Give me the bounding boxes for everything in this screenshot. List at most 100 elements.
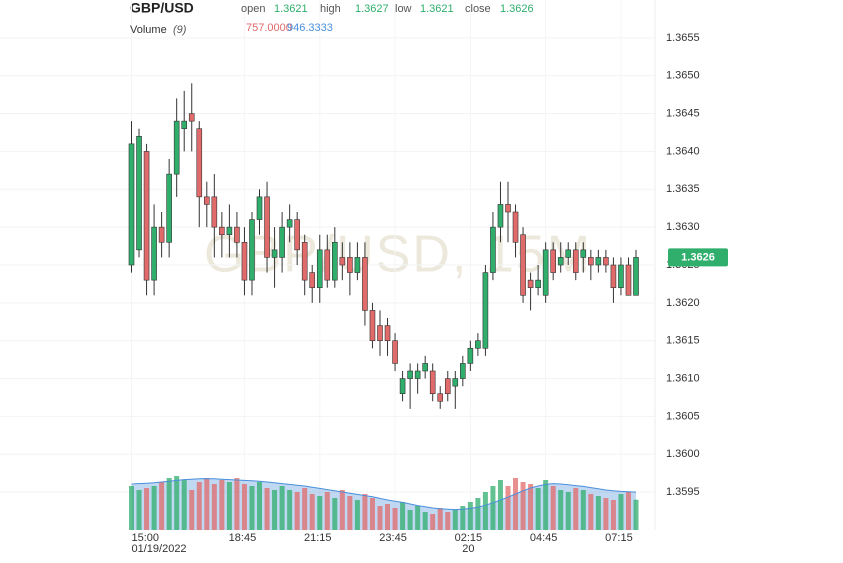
candle-body bbox=[377, 325, 383, 342]
volume-bar bbox=[595, 496, 601, 530]
candle-body bbox=[362, 257, 368, 311]
legend-value: 1.3626 bbox=[500, 3, 534, 15]
volume-bar bbox=[249, 486, 255, 530]
candle-body bbox=[625, 264, 632, 296]
volume-bar bbox=[159, 482, 165, 530]
candle-body bbox=[422, 363, 428, 372]
y-tick-label: 1.3595 bbox=[666, 486, 700, 498]
x-tick-label: 02:15 bbox=[455, 532, 483, 544]
x-date-label: 01/19/2022 bbox=[132, 543, 187, 555]
y-tick-label: 1.3645 bbox=[666, 107, 700, 119]
x-tick-label: 07:15 bbox=[605, 532, 633, 544]
volume-bar bbox=[430, 514, 436, 530]
candle-body bbox=[234, 226, 240, 243]
candle-body bbox=[151, 226, 157, 281]
candle-body bbox=[332, 241, 338, 281]
volume-bar bbox=[543, 480, 549, 530]
volume-legend-label: Volume bbox=[130, 24, 167, 36]
candle-body bbox=[294, 219, 300, 251]
volume-bar bbox=[580, 490, 586, 530]
volume-bar bbox=[513, 478, 519, 530]
legend-value: 1.3621 bbox=[420, 3, 454, 15]
candle-body bbox=[369, 310, 376, 342]
volume-bar bbox=[437, 508, 443, 530]
y-tick-label: 1.3600 bbox=[666, 448, 700, 460]
candle-body bbox=[490, 226, 496, 273]
volume-bar bbox=[204, 478, 210, 530]
volume-bar bbox=[189, 490, 195, 530]
chart-title: GBP/USD bbox=[130, 0, 194, 16]
volume-bar bbox=[196, 482, 202, 530]
candle-body bbox=[444, 378, 451, 395]
volume-bar bbox=[136, 490, 142, 530]
volume-bar bbox=[392, 508, 398, 530]
candle-body bbox=[407, 370, 413, 379]
candle-body bbox=[136, 135, 142, 251]
volume-bar bbox=[618, 494, 624, 530]
legend-label: high bbox=[320, 3, 341, 15]
y-tick-label: 1.3615 bbox=[666, 335, 700, 347]
volume-bar bbox=[497, 480, 503, 530]
candle-body bbox=[542, 249, 549, 296]
volume-bar bbox=[422, 512, 428, 530]
volume-bar bbox=[610, 500, 616, 530]
candle-body bbox=[452, 378, 459, 387]
volume-bar bbox=[625, 492, 631, 530]
volume-bar bbox=[369, 498, 375, 530]
volume-bar bbox=[505, 486, 511, 530]
volume-bar bbox=[490, 486, 496, 530]
y-tick-label: 1.3620 bbox=[666, 297, 700, 309]
x-tick-label: 15:00 bbox=[132, 532, 160, 544]
candle-body bbox=[565, 249, 572, 258]
candle-body bbox=[301, 241, 308, 281]
volume-bar bbox=[565, 492, 571, 530]
volume-bar bbox=[354, 500, 360, 530]
volume-bar bbox=[129, 486, 134, 530]
volume-bar bbox=[264, 488, 270, 530]
volume-bar bbox=[294, 492, 300, 530]
volume-bar bbox=[211, 484, 217, 530]
candle-body bbox=[196, 128, 203, 198]
candle-body bbox=[392, 340, 398, 364]
volume-bar bbox=[588, 494, 594, 530]
y-tick-label: 1.3640 bbox=[666, 145, 700, 157]
candle-body bbox=[512, 211, 519, 243]
volume-bar bbox=[467, 502, 473, 530]
volume-bar bbox=[482, 492, 488, 530]
candle-body bbox=[128, 143, 135, 266]
volume-bar bbox=[452, 510, 458, 530]
candle-body bbox=[339, 257, 346, 266]
legend-label: open bbox=[241, 3, 265, 15]
volume-bar bbox=[603, 498, 609, 530]
volume-bar bbox=[166, 478, 172, 530]
candle-body bbox=[347, 257, 353, 273]
volume-bar bbox=[407, 510, 413, 530]
candle-body bbox=[603, 257, 609, 266]
volume-bar bbox=[287, 490, 293, 530]
candle-body bbox=[610, 264, 617, 289]
volume-bar bbox=[362, 494, 368, 530]
candle-body bbox=[226, 226, 233, 236]
volume-bar bbox=[558, 490, 564, 530]
volume-bar bbox=[324, 492, 330, 530]
volume-bar bbox=[633, 499, 639, 530]
volume-bar bbox=[257, 482, 263, 530]
volume-bar bbox=[520, 482, 526, 530]
candle-body bbox=[414, 370, 421, 379]
candle-body bbox=[467, 347, 474, 364]
candle-body bbox=[211, 196, 218, 228]
candle-body bbox=[505, 204, 511, 213]
candle-body bbox=[173, 120, 180, 175]
volume-bar bbox=[332, 498, 338, 530]
last-price-label: 1.3626 bbox=[681, 251, 715, 263]
x-tick-label: 04:45 bbox=[530, 532, 558, 544]
volume-bar bbox=[226, 482, 232, 530]
volume-bar bbox=[475, 498, 481, 530]
volume-bar bbox=[219, 480, 225, 530]
candle-body bbox=[158, 226, 165, 243]
legend-value: 1.3621 bbox=[274, 3, 308, 15]
candle-body bbox=[354, 257, 361, 273]
volume-bar bbox=[550, 486, 556, 530]
volume-legend-period: (9) bbox=[173, 24, 187, 36]
